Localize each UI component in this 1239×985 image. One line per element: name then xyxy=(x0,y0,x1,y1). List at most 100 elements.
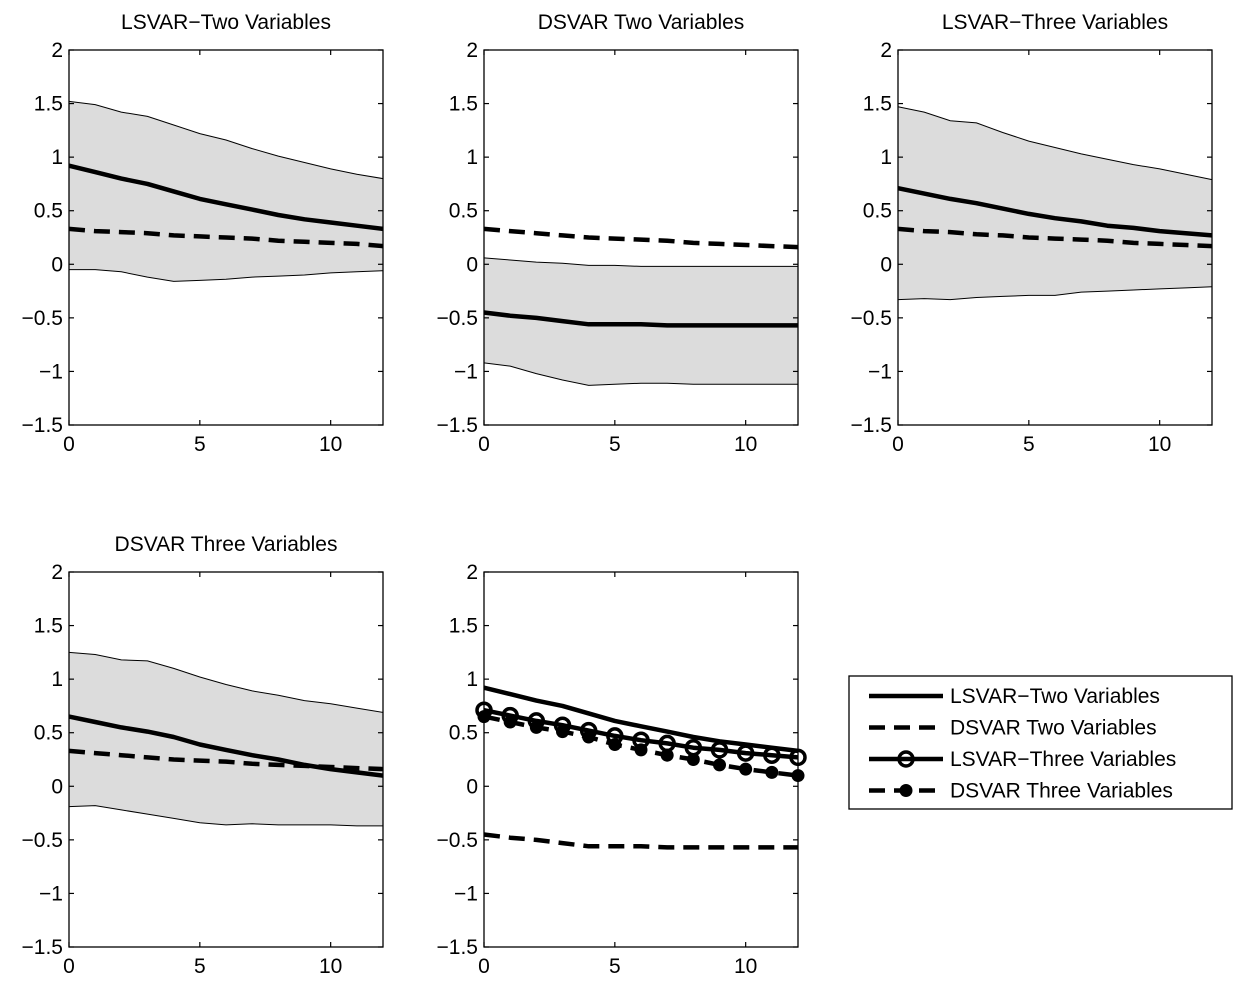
x-tick-label: 5 xyxy=(1023,433,1035,456)
y-tick-label: 1 xyxy=(880,146,892,169)
y-tick-label: 0 xyxy=(51,775,63,798)
y-tick-label: 2 xyxy=(51,39,63,62)
panel-1: −1.5 −1 −0.5 0 0.5 1 1.5 2 0 5 10 LSVAR−Two Variabl… xyxy=(22,11,384,456)
data-point xyxy=(763,746,781,764)
y-tick-label: −1.5 xyxy=(437,414,478,437)
y-tick-label: −1.5 xyxy=(437,936,478,959)
y-tick-label: 1.5 xyxy=(449,93,478,116)
y-tick-label: 1 xyxy=(51,668,63,691)
y-tick-label: −0.5 xyxy=(22,307,63,330)
confidence-band xyxy=(484,257,798,386)
x-tick-label: 0 xyxy=(478,955,490,978)
panel-title: DSVAR Three Variables xyxy=(115,533,338,556)
data-point xyxy=(503,715,517,729)
panel-title: LSVAR−Three Variables xyxy=(942,11,1168,34)
y-tick-label: 1 xyxy=(466,146,478,169)
y-tick-label: 1.5 xyxy=(34,615,63,638)
series-line-2 xyxy=(483,226,799,250)
x-tick-label: 5 xyxy=(194,433,206,456)
y-tick-label: 0 xyxy=(466,775,478,798)
series-line-1 xyxy=(897,185,1213,238)
y-tick-label: −1.5 xyxy=(851,414,892,437)
y-tick-label: 0.5 xyxy=(34,722,63,745)
legend-label: LSVAR−Two Variables xyxy=(950,685,1160,708)
y-tick-label: −1 xyxy=(39,882,63,905)
data-point xyxy=(713,758,726,772)
y-tick-label: −1 xyxy=(454,882,478,905)
panel-2: −1.5 −1 −0.5 0 0.5 1 1.5 2 0 5 10 DSVAR Two Variabl… xyxy=(437,11,799,456)
x-tick-label: 5 xyxy=(194,955,206,978)
x-tick-label: 10 xyxy=(319,955,342,978)
axes-frame xyxy=(483,571,799,948)
series-line-2 xyxy=(897,226,1213,249)
series-line-2 xyxy=(68,748,384,772)
axes-frame xyxy=(68,49,384,426)
data-point xyxy=(710,741,729,759)
band-lower-line xyxy=(69,269,384,282)
y-tick-label: −1.5 xyxy=(22,414,63,437)
data-point xyxy=(736,744,755,762)
series-line-1 xyxy=(483,310,798,328)
band-lower-line xyxy=(483,362,798,386)
data-point xyxy=(556,725,569,739)
y-tick-label: −1.5 xyxy=(22,936,63,959)
data-point xyxy=(529,720,543,734)
panel-title: LSVAR−Two Variables xyxy=(121,11,331,34)
y-tick-label: −0.5 xyxy=(437,307,478,330)
x-tick-label: 10 xyxy=(1148,433,1171,456)
series-line-1 xyxy=(68,163,384,232)
series-line-2 xyxy=(68,226,384,249)
y-tick-label: 2 xyxy=(466,561,478,584)
data-point xyxy=(634,743,648,757)
x-tick-label: 5 xyxy=(609,955,621,978)
y-tick-label: −1 xyxy=(868,360,892,383)
band-lower-line xyxy=(897,286,1213,301)
series-line-2 xyxy=(483,832,798,850)
confidence-band xyxy=(898,106,1212,300)
y-tick-label: 1.5 xyxy=(449,615,478,638)
y-tick-label: 1.5 xyxy=(863,93,892,116)
x-tick-label: 0 xyxy=(63,433,75,456)
band-upper-line xyxy=(68,100,384,180)
y-tick-label: 2 xyxy=(466,39,478,62)
confidence-band xyxy=(69,652,383,826)
data-point xyxy=(660,748,674,762)
y-tick-label: 2 xyxy=(880,39,892,62)
panel-3: −1.5 −1 −0.5 0 0.5 1 1.5 2 0 5 10 LSVAR−Three Varia… xyxy=(851,11,1213,456)
axes-frame xyxy=(483,49,799,426)
legend-marker xyxy=(897,750,915,768)
y-tick-label: 0.5 xyxy=(34,200,63,223)
band-upper-line xyxy=(68,651,384,713)
legend: LSVAR−Two Variables DSVAR Two Variables LS… xyxy=(848,675,1233,810)
x-tick-label: 0 xyxy=(63,955,75,978)
legend-label: DSVAR Three Variables xyxy=(950,780,1173,803)
y-tick-label: −0.5 xyxy=(851,307,892,330)
legend-label: DSVAR Two Variables xyxy=(950,717,1157,740)
legend-marker xyxy=(899,784,913,797)
x-tick-label: 5 xyxy=(609,433,621,456)
y-tick-label: 1 xyxy=(466,668,478,691)
x-tick-label: 10 xyxy=(319,433,342,456)
y-tick-label: 2 xyxy=(51,561,63,584)
x-tick-label: 10 xyxy=(734,433,757,456)
legend-label: LSVAR−Three Variables xyxy=(950,748,1176,771)
y-tick-label: 0.5 xyxy=(863,200,892,223)
axes-frame xyxy=(68,571,384,948)
y-tick-label: 0 xyxy=(880,253,892,276)
band-upper-line xyxy=(897,106,1213,181)
y-tick-label: 1 xyxy=(51,146,63,169)
y-tick-label: 0 xyxy=(466,253,478,276)
y-tick-label: −0.5 xyxy=(22,829,63,852)
data-point xyxy=(686,753,700,766)
x-tick-label: 10 xyxy=(734,955,757,978)
data-point xyxy=(739,762,753,776)
x-tick-label: 0 xyxy=(478,433,490,456)
confidence-band xyxy=(69,101,383,282)
y-tick-label: −1 xyxy=(39,360,63,383)
data-point xyxy=(582,730,596,744)
y-tick-label: 0 xyxy=(51,253,63,276)
axes-frame xyxy=(897,49,1213,426)
y-tick-label: −0.5 xyxy=(437,829,478,852)
y-tick-label: 0.5 xyxy=(449,200,478,223)
